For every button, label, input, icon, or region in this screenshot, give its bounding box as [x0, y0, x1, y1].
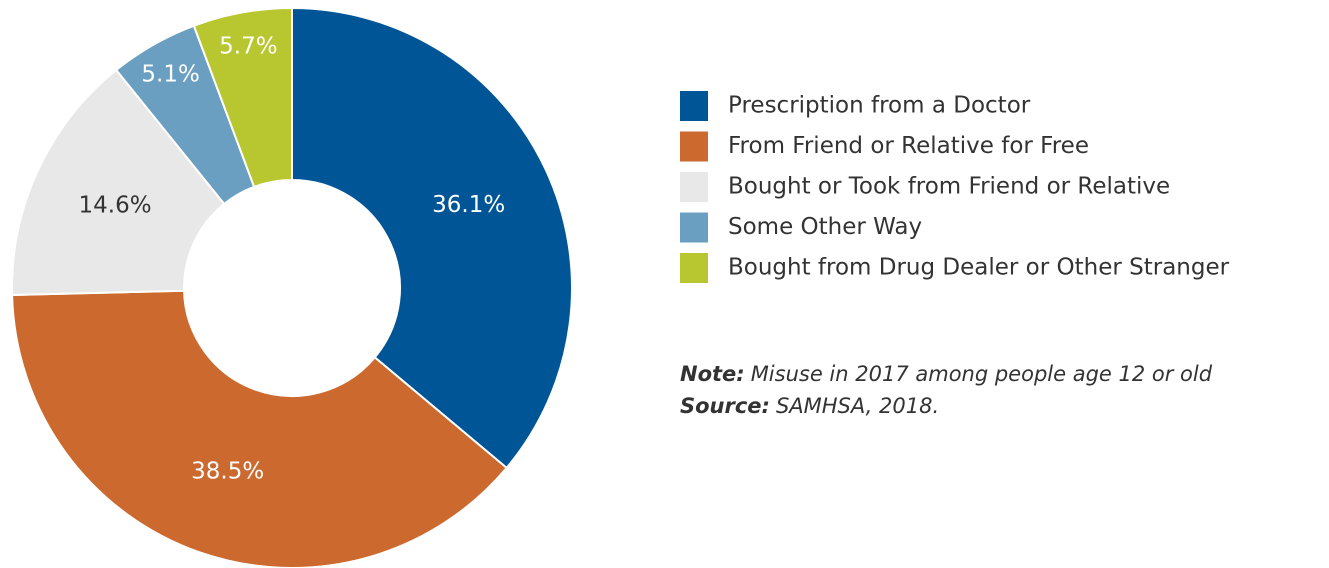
source-text: SAMHSA, 2018.: [776, 394, 939, 418]
note: Note: Misuse in 2017 among people age 12 …: [680, 362, 1213, 386]
legend-label: From Friend or Relative for Free: [728, 133, 1089, 159]
legend-label: Prescription from a Doctor: [728, 93, 1031, 119]
legend-swatch: [680, 172, 708, 202]
source-label: Source:: [680, 394, 770, 418]
legend-swatch: [680, 131, 708, 162]
slice-label: 5.7%: [219, 33, 277, 59]
legend-label: Bought or Took from Friend or Relative: [728, 174, 1170, 200]
slice-label: 14.6%: [79, 193, 152, 219]
source: Source: SAMHSA, 2018.: [680, 394, 939, 418]
slice: [11, 68, 226, 297]
legend-label: Bought from Drug Dealer or Other Strange…: [728, 255, 1230, 281]
slice-label: 36.1%: [432, 192, 505, 218]
slice: [291, 6, 573, 470]
note-label: Note:: [680, 362, 745, 386]
slice: [11, 289, 509, 568]
legend-swatch: [680, 212, 708, 243]
slice-label: 38.5%: [191, 459, 264, 485]
slice-label: 5.1%: [141, 62, 199, 88]
note-text: Misuse in 2017 among people age 12 or ol…: [751, 362, 1213, 386]
slice: [192, 6, 293, 189]
legend-swatch: [680, 91, 708, 121]
legend-swatch: [680, 253, 708, 283]
legend-label: Some Other Way: [728, 214, 922, 240]
